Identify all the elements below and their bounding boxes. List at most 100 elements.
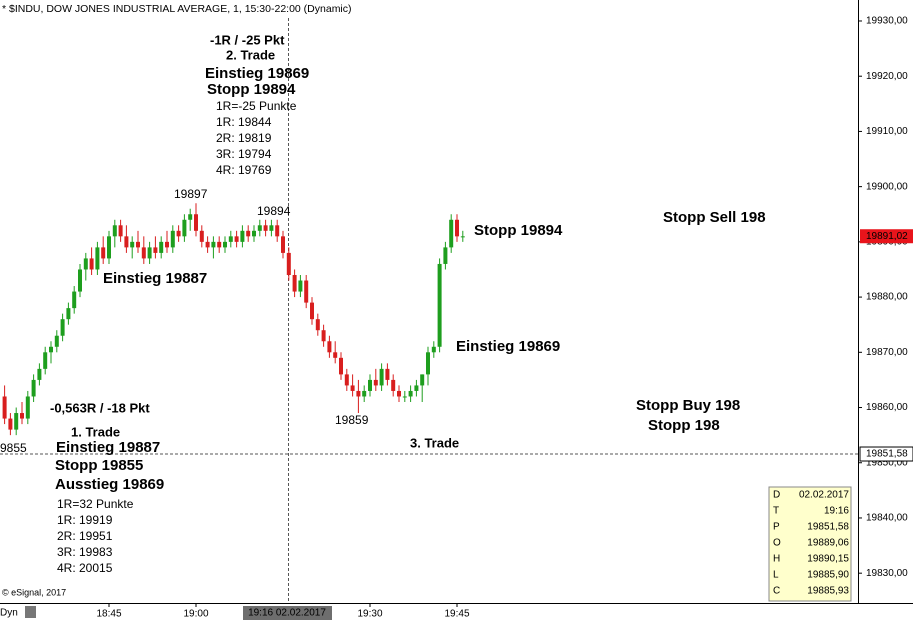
info-key: L xyxy=(773,570,779,581)
annotation: Stopp 198 xyxy=(648,417,720,434)
annotation: Ausstieg 19869 xyxy=(55,476,164,493)
candle-body xyxy=(368,379,372,391)
info-value: 19889,06 xyxy=(807,538,849,549)
candle-body xyxy=(298,280,303,292)
annotation: 1. Trade xyxy=(71,424,120,439)
candle-body xyxy=(350,385,355,391)
candle-body xyxy=(159,241,164,253)
candle-body xyxy=(252,230,256,237)
candle-body xyxy=(240,230,245,242)
candle-body xyxy=(199,230,204,242)
info-value: 19885,93 xyxy=(807,586,849,597)
candle-body xyxy=(194,214,198,231)
candle-body xyxy=(379,368,384,386)
candle-body xyxy=(217,241,222,248)
candle-body xyxy=(153,247,158,253)
candle-body xyxy=(107,236,111,259)
y-tick-label: 19920,00 xyxy=(866,71,908,82)
candle-body xyxy=(391,379,396,391)
candle-body xyxy=(147,247,152,259)
candle-body xyxy=(176,230,181,237)
annotation: Einstieg 19887 xyxy=(56,439,160,456)
candle-body xyxy=(321,330,326,342)
candle-body xyxy=(14,413,19,430)
candle-body xyxy=(66,308,71,320)
annotation: 19897 xyxy=(174,187,208,201)
candle-body xyxy=(281,236,285,253)
candle-body xyxy=(344,374,349,386)
y-tick-label: 19870,00 xyxy=(866,347,908,358)
info-box xyxy=(768,486,852,602)
candle-body xyxy=(136,241,140,248)
candle-body xyxy=(60,319,65,336)
info-value: 19:16 xyxy=(824,506,849,517)
annotation: 3R: 19983 xyxy=(57,545,113,559)
annotation: 4R: 20015 xyxy=(57,561,113,575)
y-tick-label: 19910,00 xyxy=(866,126,908,137)
annotation: 1R: 19919 xyxy=(57,513,113,527)
candle-body xyxy=(49,346,53,353)
candle-body xyxy=(130,241,135,248)
crosshair-time-box xyxy=(243,606,332,620)
candle-body xyxy=(25,396,30,419)
annotation: 4R: 19769 xyxy=(216,163,272,177)
candle-body xyxy=(246,230,251,237)
candle-body xyxy=(333,352,338,358)
x-tick-label: 19:00 xyxy=(183,609,208,620)
y-tick-label: 19830,00 xyxy=(866,568,908,579)
annotation: Einstieg 19869 xyxy=(456,338,560,355)
candle-body xyxy=(72,291,77,309)
annotation: Stopp Buy 198 xyxy=(636,397,740,414)
candle-body xyxy=(431,346,436,353)
annotation: 1R=-25 Punkte xyxy=(216,99,297,113)
annotation: Stopp 19894 xyxy=(474,222,563,239)
candle-body xyxy=(37,368,42,380)
y-tick-label: 19880,00 xyxy=(866,292,908,303)
candle-body xyxy=(356,390,361,397)
info-key: C xyxy=(773,586,780,597)
annotation: Stopp 19894 xyxy=(207,81,296,98)
annotation: 2. Trade xyxy=(226,47,275,62)
annotation: -1R / -25 Pkt xyxy=(210,32,285,47)
candle-body xyxy=(385,368,390,380)
y-tick-label: 19930,00 xyxy=(866,16,908,27)
info-key: H xyxy=(773,554,780,565)
candle-body xyxy=(437,263,442,347)
candle-body xyxy=(83,258,88,270)
candle-body xyxy=(89,258,94,270)
annotation: -0,563R / -18 Pkt xyxy=(50,400,150,415)
candle-body xyxy=(8,418,13,430)
candle-body xyxy=(188,214,193,220)
candle-body xyxy=(420,374,425,386)
annotation: 2R: 19951 xyxy=(57,529,113,543)
candle-body xyxy=(20,413,24,419)
candle-body xyxy=(141,247,146,259)
candle-body xyxy=(449,219,454,248)
candle-body xyxy=(373,379,378,386)
annotation: Einstieg 19887 xyxy=(103,270,207,287)
candle-body xyxy=(304,280,309,303)
candle-body xyxy=(362,390,367,397)
candle-body xyxy=(165,241,169,248)
last-price-label: 19891,02 xyxy=(866,231,908,242)
info-value: 19890,15 xyxy=(807,554,849,565)
y-tick-label: 19860,00 xyxy=(866,402,908,413)
annotation: 19894 xyxy=(257,204,291,218)
info-value: 19851,58 xyxy=(807,522,849,533)
y-tick-label: 19850,00 xyxy=(866,457,908,468)
candle-body xyxy=(43,352,48,369)
candle-body xyxy=(327,341,332,353)
candle-body xyxy=(54,335,59,347)
info-value: 02.02.2017 xyxy=(799,490,849,501)
y-tick-label: 19840,00 xyxy=(866,513,908,524)
candle-body xyxy=(101,247,106,259)
candle-body xyxy=(315,319,320,331)
mode-icon[interactable] xyxy=(25,606,36,618)
last-price-box xyxy=(860,229,913,244)
candle-body xyxy=(402,396,407,398)
candle-body xyxy=(310,302,314,320)
annotation: 19859 xyxy=(335,413,369,427)
candle-body xyxy=(31,379,36,397)
x-tick-label: 19:45 xyxy=(444,609,469,620)
